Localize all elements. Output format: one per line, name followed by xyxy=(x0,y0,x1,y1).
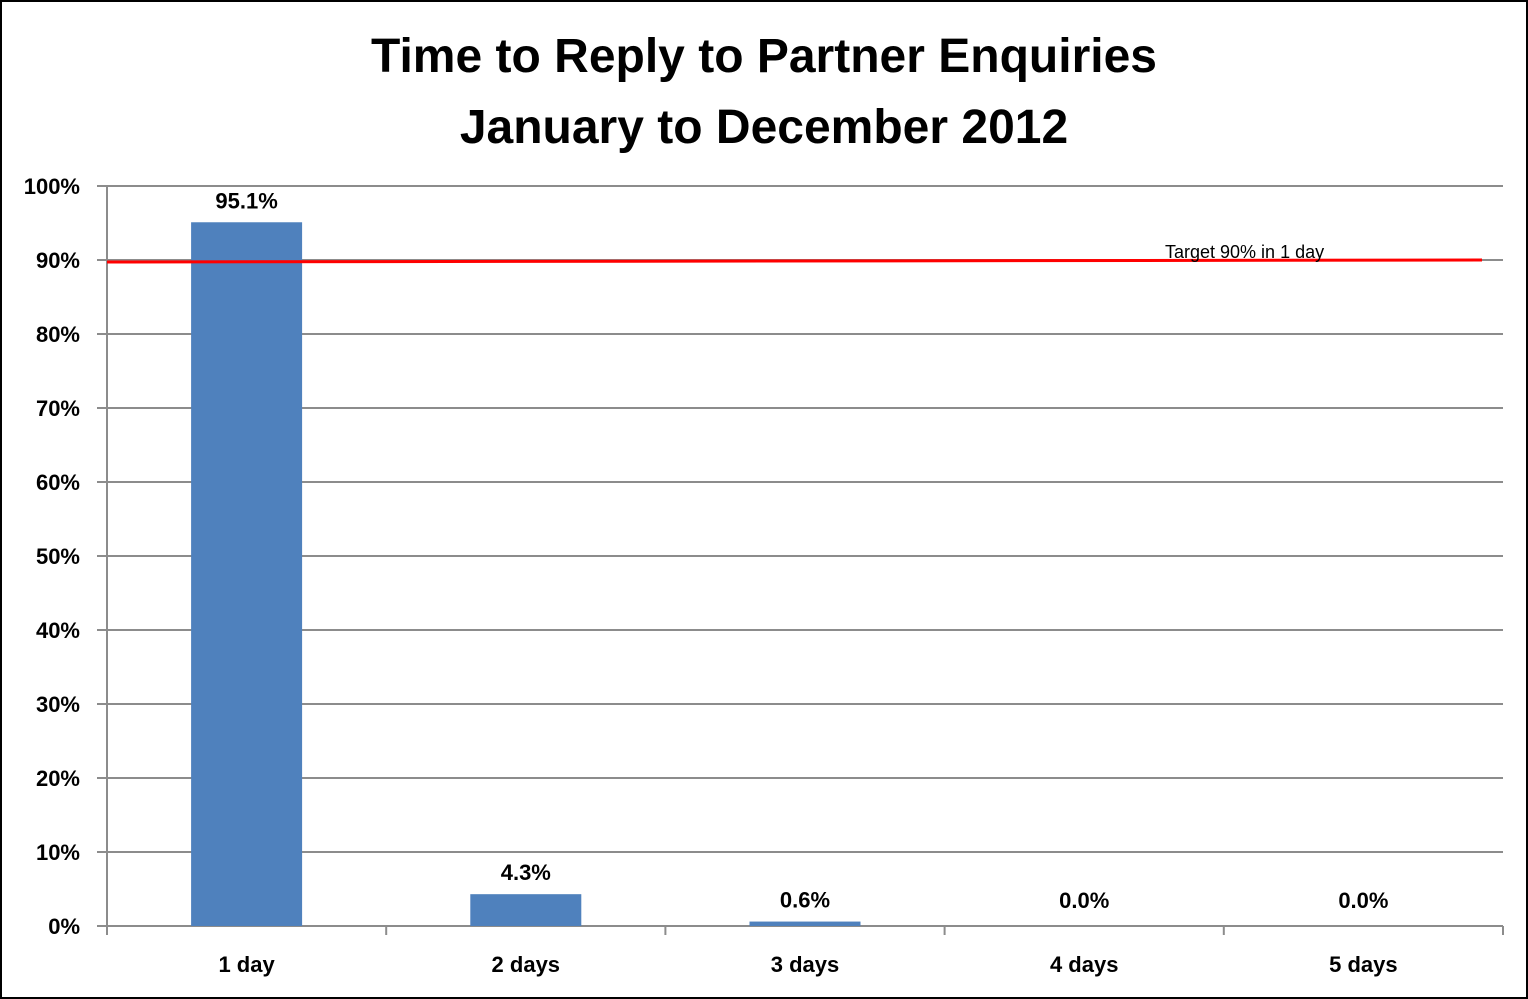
chart-title-line-2: January to December 2012 xyxy=(460,101,1068,154)
y-tick-label: 60% xyxy=(36,470,80,495)
data-label: 0.0% xyxy=(1338,888,1388,913)
data-label: 4.3% xyxy=(501,860,551,885)
x-tick-label: 1 day xyxy=(218,952,275,977)
y-tick-label: 100% xyxy=(24,174,80,199)
target-line xyxy=(106,258,1483,264)
x-tick-label: 5 days xyxy=(1329,952,1398,977)
y-tick-label: 80% xyxy=(36,322,80,347)
y-tick-label: 30% xyxy=(36,692,80,717)
bar xyxy=(191,222,303,926)
bar xyxy=(749,921,861,926)
bar xyxy=(470,894,582,926)
data-label: 0.6% xyxy=(780,888,830,913)
x-tick-label: 3 days xyxy=(771,952,840,977)
data-label: 0.0% xyxy=(1059,888,1109,913)
target-label: Target 90% in 1 day xyxy=(1165,242,1324,262)
x-tick-label: 4 days xyxy=(1050,952,1119,977)
y-tick-label: 90% xyxy=(36,248,80,273)
y-tick-label: 10% xyxy=(36,840,80,865)
y-tick-label: 70% xyxy=(36,396,80,421)
chart-title-line-1: Time to Reply to Partner Enquiries xyxy=(371,30,1157,83)
y-tick-label: 40% xyxy=(36,618,80,643)
y-tick-label: 50% xyxy=(36,544,80,569)
data-label: 95.1% xyxy=(215,188,277,213)
x-tick-label: 2 days xyxy=(492,952,561,977)
y-tick-label: 20% xyxy=(36,766,80,791)
y-tick-label: 0% xyxy=(48,914,80,939)
